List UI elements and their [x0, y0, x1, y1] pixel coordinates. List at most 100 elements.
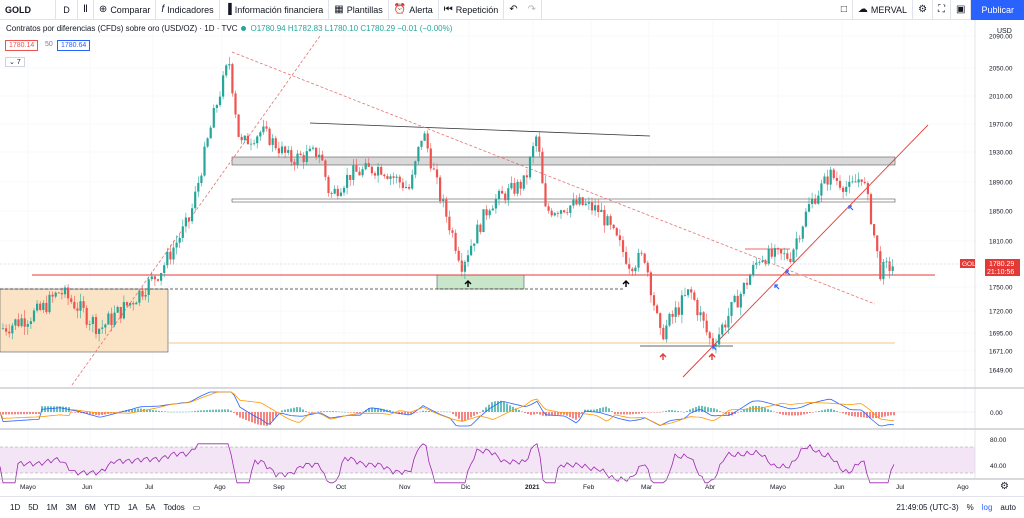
financials-button[interactable]: ▐ Información financiera [220, 0, 330, 20]
candle-body [804, 211, 807, 227]
candle-body [510, 182, 513, 189]
candle-body [680, 295, 683, 315]
macd-histogram-bar [392, 411, 394, 412]
candle-body [643, 253, 646, 263]
undo-button[interactable]: ↶ [504, 0, 522, 20]
date-range-icon[interactable]: ▭ [192, 503, 201, 512]
compare-button[interactable]: ⊕ Comparar [94, 0, 157, 20]
ask-button[interactable]: 1780.64 [57, 40, 91, 51]
indicators-toggle[interactable]: ⌄ 7 [5, 57, 25, 67]
range-1y[interactable]: 1A [127, 503, 138, 512]
range-all[interactable]: Todos [163, 503, 185, 512]
candle-body [615, 228, 618, 236]
candle-body [696, 299, 699, 316]
candle-body [277, 148, 280, 154]
candle-body [5, 328, 8, 332]
bid-button[interactable]: 1780.14 [5, 40, 39, 51]
macd-histogram-bar [596, 409, 598, 412]
candle-body [386, 176, 389, 179]
candle-body [851, 181, 854, 183]
candle-body [891, 266, 894, 271]
macd-histogram-bar [602, 407, 604, 412]
candle-body [525, 175, 528, 178]
candle-body [634, 267, 637, 272]
layout-button[interactable]: □ [836, 0, 853, 20]
candle-body [237, 114, 240, 137]
time-tick: Feb [583, 484, 595, 491]
clock-label[interactable]: 21:49:05 (UTC-3) [896, 503, 959, 512]
candle-body [259, 132, 262, 137]
percent-toggle[interactable]: % [966, 503, 974, 512]
candle-body [138, 290, 141, 303]
macd-histogram-bar [347, 412, 349, 413]
camera-icon: ▣ [956, 4, 966, 15]
candle-body [373, 173, 377, 176]
macd-histogram-bar [239, 412, 241, 418]
macd-histogram-bar [857, 412, 859, 417]
macd-histogram-bar [218, 409, 220, 412]
range-1d[interactable]: 1D [10, 503, 21, 512]
templates-button[interactable]: ▦ Plantillas [329, 0, 389, 20]
candle-body [274, 138, 277, 149]
top-toolbar: GOLD D Ⅱ ⊕ Comparar f Indicadores ▐ Informa… [0, 0, 1024, 20]
candle-body [640, 252, 643, 254]
candle-body [516, 181, 519, 194]
range-5d[interactable]: 5D [28, 503, 39, 512]
candle-body [842, 187, 845, 192]
candle-body [705, 320, 708, 333]
candle-body [882, 261, 885, 280]
candle-body [776, 248, 780, 250]
watchlist-button[interactable]: ☁ MERVAL [853, 0, 914, 20]
indicators-button[interactable]: f Indicadores [156, 0, 220, 20]
snapshot-button[interactable]: ▣ [951, 0, 972, 20]
market-status-icon [241, 26, 247, 31]
settings-button[interactable]: ⚙ [913, 0, 934, 20]
chart-type-button[interactable]: Ⅱ [78, 0, 94, 20]
symbol-search[interactable]: GOLD [0, 0, 56, 20]
candle-body [51, 294, 54, 297]
log-toggle[interactable]: log [981, 503, 993, 512]
chart-canvas[interactable]: 2090.00 2050.00 2010.00 1970.00 1930.00 1890.… [0, 20, 1024, 494]
candle-body [869, 194, 873, 225]
macd-histogram-bar [302, 409, 304, 412]
candle-body [197, 183, 200, 192]
candle-body [262, 126, 265, 133]
range-6m[interactable]: 6M [84, 503, 96, 512]
interval-button[interactable]: D [56, 0, 78, 20]
price-axis[interactable]: 2090.00 2050.00 2010.00 1970.00 1930.00 1890.… [989, 34, 1013, 471]
publish-button[interactable]: Publicar [971, 0, 1024, 20]
undo-icon: ↶ [509, 4, 518, 15]
macd-histogram-bar [158, 410, 160, 412]
fullscreen-button[interactable]: ⛶ [933, 0, 952, 20]
macd-histogram-bar [254, 412, 256, 424]
range-1m[interactable]: 1M [46, 503, 58, 512]
candle-body [736, 295, 739, 308]
time-axis[interactable]: Mayo Jun Jul Ago Sep Oct Nov Dic 2021 Feb Mar Abr Ma… [20, 484, 969, 491]
auto-toggle[interactable]: auto [1000, 503, 1016, 512]
candle-body [125, 302, 129, 306]
macd-histogram-bar [338, 411, 340, 413]
macd-histogram-bar [101, 412, 103, 416]
macd-histogram-bar [296, 407, 298, 412]
macd-histogram-bar [797, 412, 799, 416]
macd-histogram-bar [566, 412, 568, 416]
candle-body [82, 301, 85, 308]
candle-body [485, 209, 488, 216]
uptrend-line-dashed [71, 35, 321, 386]
range-5y[interactable]: 5A [145, 503, 156, 512]
axis-settings-icon[interactable]: ⚙ [1000, 481, 1009, 492]
range-ytd[interactable]: YTD [103, 503, 120, 512]
candle-body [885, 261, 888, 263]
redo-button[interactable]: ↷ [523, 0, 543, 20]
macd-histogram-bar [179, 411, 181, 413]
alert-button[interactable]: ⏰ Alerta [389, 0, 439, 20]
macd-histogram-bar [581, 412, 583, 414]
resistance-zone-lower [231, 198, 896, 203]
candle-body [466, 255, 470, 262]
range-3m[interactable]: 3M [65, 503, 77, 512]
replay-button[interactable]: ⏮ Repetición [439, 0, 505, 20]
candle-body [786, 253, 789, 259]
candle-body [63, 287, 67, 295]
candle-body [780, 249, 783, 254]
candle-body [420, 140, 423, 147]
